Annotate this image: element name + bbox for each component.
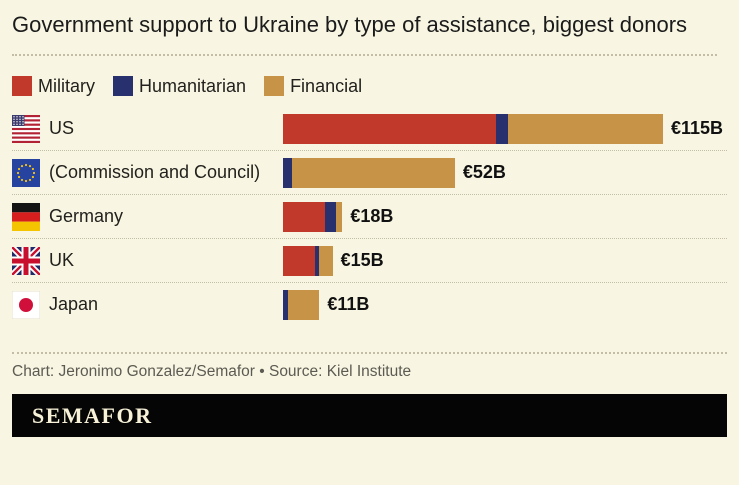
donor-label: UK (49, 250, 75, 270)
donor-label-group: UK (12, 246, 283, 275)
donor-label: (Commission and Council) (49, 162, 261, 182)
us-flag-icon (12, 114, 40, 143)
donor-bar: €52B (283, 157, 506, 188)
donor-label: Germany (49, 206, 124, 226)
financial-segment (292, 157, 455, 188)
donor-bar: €18B (283, 201, 394, 232)
footer: Chart: Jeronimo Gonzalez/Semafor • Sourc… (12, 352, 727, 437)
donor-row: UK €15B (12, 239, 727, 283)
germany-flag-icon (12, 202, 40, 231)
military-swatch-icon (12, 76, 32, 96)
legend: Military Humanitarian Financial (12, 73, 727, 99)
humanitarian-swatch-icon (113, 76, 133, 96)
donor-bar: €15B (283, 245, 384, 276)
donor-total-label: €18B (350, 206, 394, 226)
donor-total-label: €15B (340, 250, 384, 270)
donor-total-label: €11B (327, 294, 370, 314)
financial-swatch-icon (264, 76, 285, 96)
military-segment (283, 201, 326, 232)
donor-bar: €11B (283, 289, 370, 320)
donor-label-group: Germany (12, 202, 283, 231)
financial-segment (319, 245, 333, 276)
semafor-logo: SEMAFOR (32, 402, 153, 428)
donor-row: Germany €18B (12, 195, 727, 239)
donor-row: US €115B (12, 107, 727, 151)
donor-label: Japan (49, 294, 99, 314)
humanitarian-segment (496, 113, 508, 144)
semafor-banner: SEMAFOR (12, 394, 727, 437)
financial-segment (336, 201, 343, 232)
financial-segment (507, 113, 663, 144)
donor-total-label: €52B (462, 162, 506, 182)
humanitarian-segment (283, 289, 288, 320)
legend-label: Financial (290, 75, 363, 96)
donor-bar: €115B (283, 113, 724, 144)
legend-item-financial: Financial (264, 76, 362, 97)
donor-label-group: (Commission and Council) (12, 158, 283, 187)
bar-rows: US €115B (Commission and Council) €52B Germa… (12, 107, 727, 326)
humanitarian-segment (325, 201, 337, 232)
military-segment (283, 245, 316, 276)
humanitarian-segment (283, 157, 293, 188)
chart-credit: Chart: Jeronimo Gonzalez/Semafor • Sourc… (12, 363, 412, 380)
donor-total-label: €115B (670, 118, 724, 138)
legend-item-military: Military (12, 76, 95, 97)
donor-row: Japan €11B (12, 283, 727, 326)
military-segment (283, 113, 497, 144)
chart-title: Government support to Ukraine by type of… (12, 10, 717, 56)
eu-flag-icon (12, 158, 40, 187)
donor-label-group: Japan (12, 290, 283, 319)
legend-item-humanitarian: Humanitarian (113, 76, 246, 97)
uk-flag-icon (12, 246, 40, 275)
legend-label: Military (38, 75, 95, 96)
donor-label-group: US (12, 114, 283, 143)
humanitarian-segment (315, 245, 320, 276)
legend-label: Humanitarian (139, 75, 247, 96)
financial-segment (288, 289, 320, 320)
japan-flag-icon (12, 290, 40, 319)
donor-row: (Commission and Council) €52B (12, 151, 727, 195)
donor-label: US (49, 118, 75, 138)
